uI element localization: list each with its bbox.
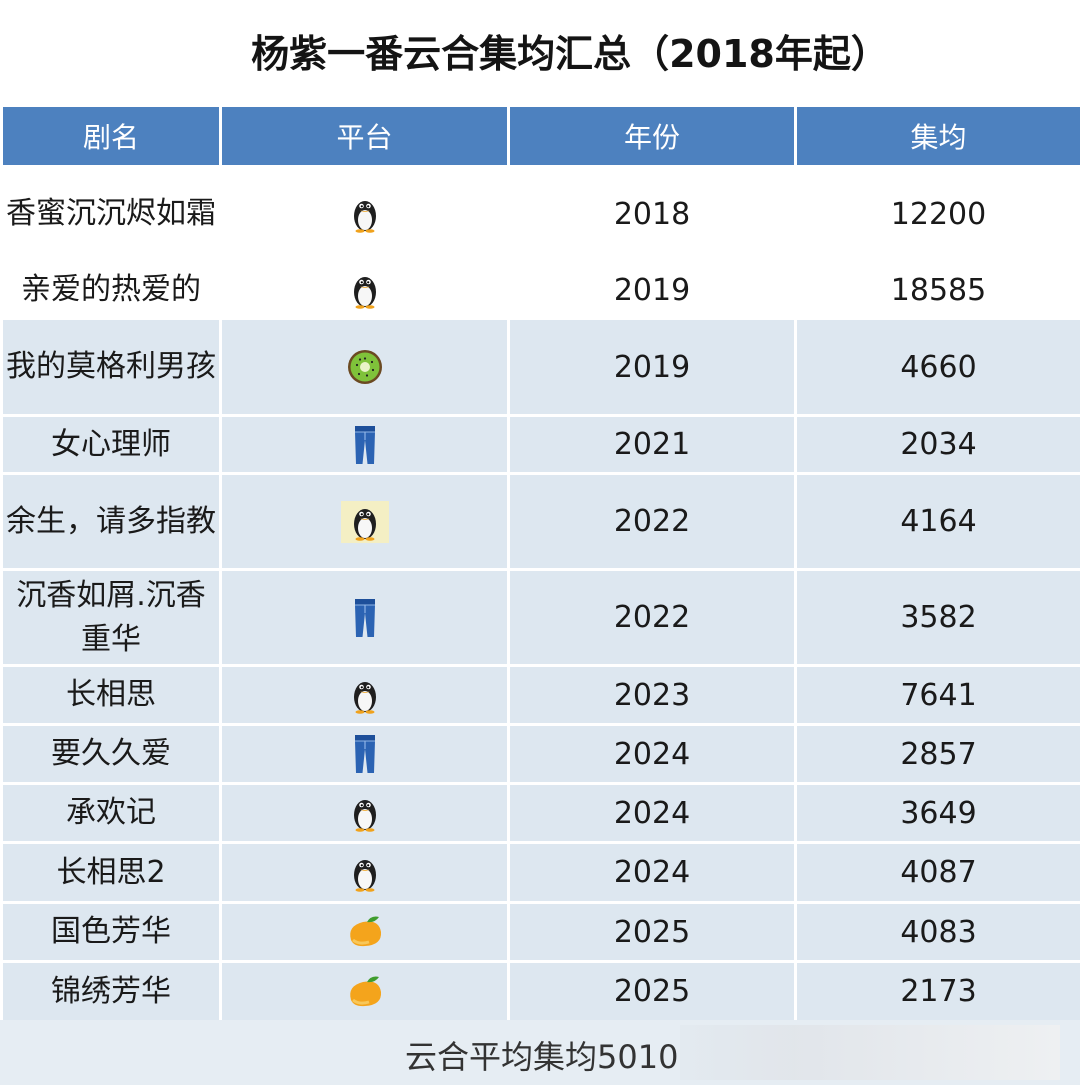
platform-cell — [219, 317, 510, 417]
year-cell: 2019 — [507, 260, 797, 320]
platform-cell — [219, 664, 510, 726]
table-row: 香蜜沉沉烬如霜 2018 12200 — [0, 165, 1080, 263]
column-header-name: 剧名 — [0, 104, 222, 168]
penguin-icon — [351, 271, 379, 309]
kiwi-icon — [346, 348, 384, 386]
penguin-icon — [351, 794, 379, 832]
drama-name: 长相思2 — [0, 841, 222, 904]
column-header-year: 年份 — [507, 104, 797, 168]
jeans-icon — [353, 425, 377, 465]
summary-table: 剧名 平台 年份 集均 香蜜沉沉烬如霜 2018 12200 亲爱的热爱的 20… — [0, 104, 1080, 1023]
year-cell: 2022 — [507, 472, 797, 571]
average-cell: 7641 — [794, 664, 1080, 726]
platform-cell — [219, 723, 510, 785]
table-row: 承欢记 2024 3649 — [0, 782, 1080, 844]
year-cell: 2021 — [507, 414, 797, 475]
drama-name: 亲爱的热爱的 — [0, 260, 222, 320]
year-cell: 2024 — [507, 782, 797, 844]
platform-cell — [219, 960, 510, 1023]
year-cell: 2022 — [507, 568, 797, 667]
average-cell: 3649 — [794, 782, 1080, 844]
drama-name: 要久久爱 — [0, 723, 222, 785]
average-cell: 12200 — [794, 165, 1080, 263]
jeans-icon — [353, 598, 377, 638]
penguin-icon — [351, 854, 379, 892]
mango-icon — [345, 973, 385, 1010]
platform-cell — [219, 165, 510, 263]
platform-cell — [219, 414, 510, 475]
header-row: 剧名 平台 年份 集均 — [0, 104, 1080, 168]
page-title: 杨紫一番云合集均汇总（2018年起） — [251, 32, 889, 76]
average-cell: 18585 — [794, 260, 1080, 320]
year-cell: 2023 — [507, 664, 797, 726]
average-cell: 4083 — [794, 901, 1080, 963]
drama-name: 香蜜沉沉烬如霜 — [0, 165, 222, 263]
drama-name: 女心理师 — [0, 414, 222, 475]
drama-name: 沉香如屑.沉香重华 — [0, 568, 222, 667]
column-header-average: 集均 — [794, 104, 1080, 168]
platform-cell — [219, 782, 510, 844]
average-cell: 2173 — [794, 960, 1080, 1023]
drama-name: 我的莫格利男孩 — [0, 317, 222, 417]
column-header-platform: 平台 — [219, 104, 510, 168]
year-cell: 2024 — [507, 723, 797, 785]
footer-average-text: 云合平均集均5010 — [405, 1038, 679, 1076]
penguin-icon — [340, 500, 389, 543]
table-row: 要久久爱 2024 2857 — [0, 723, 1080, 785]
blurred-watermark — [680, 1025, 1060, 1080]
average-cell: 4087 — [794, 841, 1080, 904]
penguin-icon — [351, 676, 379, 714]
drama-name: 长相思 — [0, 664, 222, 726]
drama-name: 锦绣芳华 — [0, 960, 222, 1023]
table-row: 国色芳华 2025 4083 — [0, 901, 1080, 963]
jeans-icon — [353, 734, 377, 774]
year-cell: 2024 — [507, 841, 797, 904]
average-cell: 3582 — [794, 568, 1080, 667]
drama-name: 承欢记 — [0, 782, 222, 844]
table-row: 锦绣芳华 2025 2173 — [0, 960, 1080, 1023]
year-cell: 2018 — [507, 165, 797, 263]
platform-cell — [219, 260, 510, 320]
year-cell: 2025 — [507, 901, 797, 963]
drama-name: 国色芳华 — [0, 901, 222, 963]
table-row: 亲爱的热爱的 2019 18585 — [0, 260, 1080, 320]
table-row: 沉香如屑.沉香重华 2022 3582 — [0, 568, 1080, 667]
table-row: 长相思2 2024 4087 — [0, 841, 1080, 904]
year-cell: 2019 — [507, 317, 797, 417]
table-row: 余生，请多指教 2022 4164 — [0, 472, 1080, 571]
table-row: 长相思 2023 7641 — [0, 664, 1080, 726]
average-cell: 4660 — [794, 317, 1080, 417]
platform-cell — [219, 568, 510, 667]
platform-cell — [219, 901, 510, 963]
table-row: 女心理师 2021 2034 — [0, 414, 1080, 475]
platform-cell — [219, 841, 510, 904]
average-cell: 2034 — [794, 414, 1080, 475]
drama-name: 余生，请多指教 — [0, 472, 222, 571]
platform-cell — [219, 472, 510, 571]
average-cell: 4164 — [794, 472, 1080, 571]
mango-icon — [345, 914, 385, 951]
average-cell: 2857 — [794, 723, 1080, 785]
year-cell: 2025 — [507, 960, 797, 1023]
table-row: 我的莫格利男孩 2019 4660 — [0, 317, 1080, 417]
penguin-icon — [351, 195, 379, 233]
